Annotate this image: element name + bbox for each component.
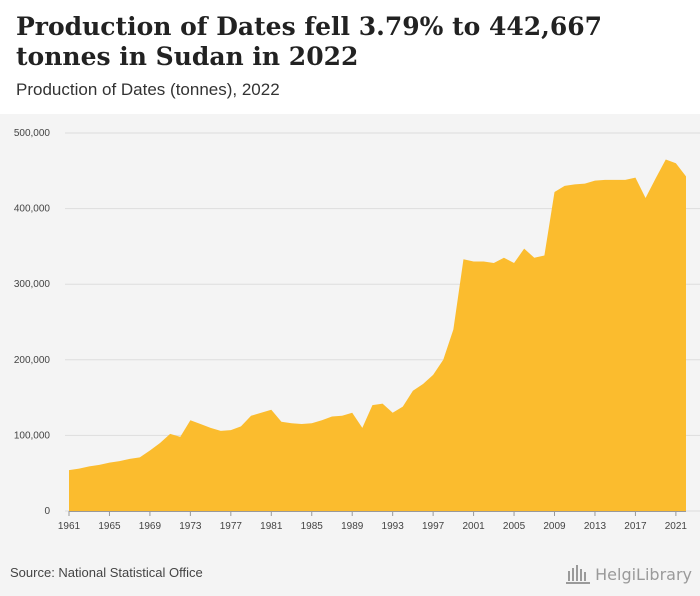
- x-tick-label: 2009: [543, 521, 566, 532]
- data-point[interactable]: [531, 255, 537, 261]
- data-point[interactable]: [491, 260, 497, 266]
- x-tick-label: 1973: [179, 521, 202, 532]
- data-point[interactable]: [289, 420, 295, 426]
- data-point[interactable]: [572, 181, 578, 187]
- data-point[interactable]: [430, 372, 436, 378]
- helgi-library-logo[interactable]: HelgiLibrary: [565, 561, 692, 587]
- data-point[interactable]: [76, 466, 82, 472]
- data-point[interactable]: [117, 458, 123, 464]
- x-tick-label: 2013: [584, 521, 607, 532]
- data-point[interactable]: [410, 388, 416, 394]
- data-point[interactable]: [420, 381, 426, 387]
- production-area: [69, 159, 686, 511]
- data-point[interactable]: [299, 421, 305, 427]
- data-point[interactable]: [319, 417, 325, 423]
- library-building-icon: [566, 565, 591, 584]
- data-point[interactable]: [562, 183, 568, 189]
- data-point[interactable]: [521, 246, 527, 252]
- data-point[interactable]: [258, 410, 264, 416]
- data-point[interactable]: [369, 402, 375, 408]
- data-point[interactable]: [167, 431, 173, 437]
- data-point[interactable]: [440, 357, 446, 363]
- x-tick-label: 1993: [382, 521, 405, 532]
- data-point[interactable]: [592, 178, 598, 184]
- data-point[interactable]: [157, 440, 163, 446]
- x-tick-label: 1961: [58, 521, 81, 532]
- data-point[interactable]: [147, 448, 153, 454]
- data-point[interactable]: [339, 413, 345, 419]
- data-point[interactable]: [187, 417, 193, 423]
- data-point[interactable]: [673, 160, 679, 166]
- data-point[interactable]: [643, 195, 649, 201]
- x-tick-label: 2017: [624, 521, 647, 532]
- data-point[interactable]: [612, 177, 618, 183]
- data-point[interactable]: [96, 462, 102, 468]
- data-point[interactable]: [86, 463, 92, 469]
- data-point[interactable]: [127, 456, 133, 462]
- x-tick-label: 1989: [341, 521, 364, 532]
- data-point[interactable]: [329, 414, 335, 420]
- y-tick-label: 400,000: [14, 204, 51, 215]
- data-point[interactable]: [137, 454, 143, 460]
- data-point[interactable]: [197, 421, 203, 427]
- data-point[interactable]: [278, 419, 284, 425]
- data-point[interactable]: [653, 175, 659, 181]
- data-point[interactable]: [481, 259, 487, 265]
- data-point[interactable]: [228, 427, 234, 433]
- chart-subtitle: Production of Dates (tonnes), 2022: [16, 80, 280, 99]
- data-point[interactable]: [622, 177, 628, 183]
- chart-footer: Source: National Statistical Office Helg…: [0, 554, 700, 596]
- x-tick-label: 1981: [260, 521, 283, 532]
- data-point[interactable]: [309, 420, 315, 426]
- data-point[interactable]: [602, 177, 608, 183]
- data-point[interactable]: [663, 156, 669, 162]
- data-point[interactable]: [471, 259, 477, 265]
- y-tick-label: 100,000: [14, 430, 51, 441]
- chart-title: Production of Dates fell 3.79% to 442,66…: [16, 12, 603, 71]
- data-point[interactable]: [208, 425, 214, 431]
- data-point[interactable]: [552, 189, 558, 195]
- x-tick-label: 2005: [503, 521, 526, 532]
- data-point[interactable]: [359, 425, 365, 431]
- data-point[interactable]: [511, 260, 517, 266]
- x-tick-label: 1997: [422, 521, 445, 532]
- data-point[interactable]: [450, 327, 456, 333]
- y-tick-label: 300,000: [14, 279, 51, 290]
- x-tick-label: 1985: [301, 521, 324, 532]
- area-chart: 0 100,000 200,000 300,000 400,000 500,000 1961…: [14, 128, 700, 532]
- data-point[interactable]: [238, 423, 244, 429]
- data-point[interactable]: [683, 173, 689, 179]
- x-tick-label: 2001: [462, 521, 485, 532]
- data-point[interactable]: [582, 181, 588, 187]
- data-point[interactable]: [106, 460, 112, 466]
- data-point[interactable]: [177, 434, 183, 440]
- y-tick-label: 0: [44, 506, 50, 517]
- x-tick-label: 1965: [98, 521, 121, 532]
- data-point[interactable]: [400, 404, 406, 410]
- x-tick-label: 1977: [220, 521, 243, 532]
- data-point[interactable]: [632, 175, 638, 181]
- chart-header: Production of Dates fell 3.79% to 442,66…: [0, 0, 700, 114]
- x-tick-label: 2021: [665, 521, 688, 532]
- data-point[interactable]: [248, 413, 254, 419]
- y-tick-label: 500,000: [14, 128, 51, 139]
- data-point[interactable]: [541, 252, 547, 258]
- data-point[interactable]: [501, 255, 507, 261]
- source-note: Source: National Statistical Office: [10, 565, 203, 580]
- data-point[interactable]: [349, 410, 355, 416]
- data-point[interactable]: [218, 428, 224, 434]
- data-point[interactable]: [460, 256, 466, 262]
- logo-text: HelgiLibrary: [595, 564, 692, 584]
- x-tick-label: 1969: [139, 521, 162, 532]
- data-point[interactable]: [390, 410, 396, 416]
- data-point[interactable]: [380, 401, 386, 407]
- data-point[interactable]: [66, 467, 72, 473]
- data-point[interactable]: [268, 407, 274, 413]
- y-tick-label: 200,000: [14, 355, 51, 366]
